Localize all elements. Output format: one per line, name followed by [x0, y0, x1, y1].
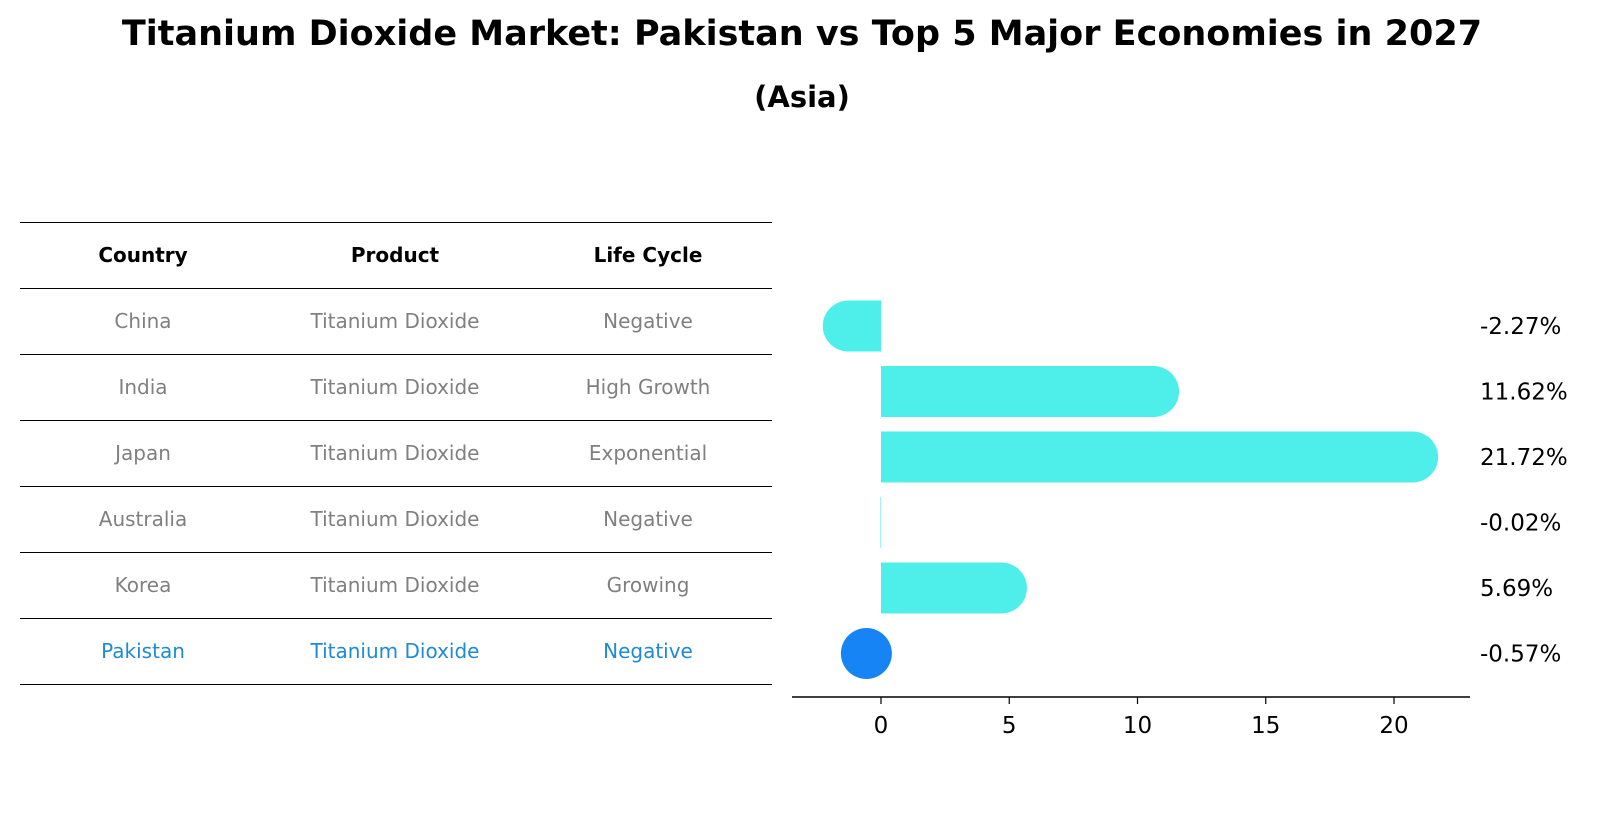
cell-life-cycle: Negative	[603, 507, 693, 531]
value-label-australia: -0.02%	[1480, 511, 1561, 537]
cell-life-cycle: Growing	[606, 573, 690, 597]
chart-subtitle: (Asia)	[754, 80, 850, 114]
value-label-india: 11.62%	[1480, 380, 1568, 406]
cell-product: Titanium Dioxide	[310, 573, 480, 597]
cell-life-cycle: Exponential	[588, 441, 708, 465]
x-tick-label: 20	[1379, 713, 1408, 739]
bar-japan	[881, 431, 1439, 483]
value-label-china: -2.27%	[1480, 314, 1561, 340]
table-row-highlighted: Pakistan Titanium Dioxide Negative	[20, 618, 772, 685]
cell-country: Pakistan	[101, 639, 185, 663]
header-life-cycle: Life Cycle	[593, 243, 703, 267]
header-country: Country	[98, 243, 188, 267]
table-row: China Titanium Dioxide Negative	[20, 288, 772, 354]
cell-product: Titanium Dioxide	[310, 507, 480, 531]
bar-india	[881, 366, 1180, 417]
x-tick-label: 0	[874, 713, 889, 739]
header-product: Product	[350, 243, 440, 267]
bar-australia	[880, 497, 881, 548]
cell-country: China	[114, 309, 172, 333]
bar-china	[822, 300, 881, 352]
table-row: Korea Titanium Dioxide Growing	[20, 552, 772, 618]
x-tick-label: 10	[1123, 713, 1152, 739]
table-row: India Titanium Dioxide High Growth	[20, 354, 772, 420]
value-label-japan: 21.72%	[1480, 445, 1568, 471]
bar-pakistan	[840, 628, 892, 679]
cell-product: Titanium Dioxide	[310, 441, 480, 465]
table-row: Australia Titanium Dioxide Negative	[20, 486, 772, 552]
value-label-korea: 5.69%	[1480, 576, 1553, 602]
table-row: Japan Titanium Dioxide Exponential	[20, 420, 772, 486]
cell-country: Australia	[98, 507, 188, 531]
x-tick-label: 5	[1002, 713, 1017, 739]
cell-life-cycle: Negative	[603, 309, 693, 333]
cell-life-cycle: High Growth	[585, 375, 711, 399]
chart-title: Titanium Dioxide Market: Pakistan vs Top…	[121, 14, 1483, 54]
value-label-pakistan: -0.57%	[1480, 642, 1561, 668]
cell-country: Japan	[115, 441, 171, 465]
x-tick-label: 15	[1251, 713, 1280, 739]
cell-country: Korea	[114, 573, 172, 597]
table-header-row: Country Product Life Cycle	[20, 222, 772, 288]
cell-product: Titanium Dioxide	[310, 375, 480, 399]
cell-country: India	[118, 375, 168, 399]
cell-product: Titanium Dioxide	[310, 309, 480, 333]
cell-product: Titanium Dioxide	[310, 639, 480, 663]
data-table: Country Product Life Cycle China Titaniu…	[20, 222, 772, 685]
bar-korea	[881, 562, 1027, 614]
cell-life-cycle: Negative	[603, 639, 693, 663]
